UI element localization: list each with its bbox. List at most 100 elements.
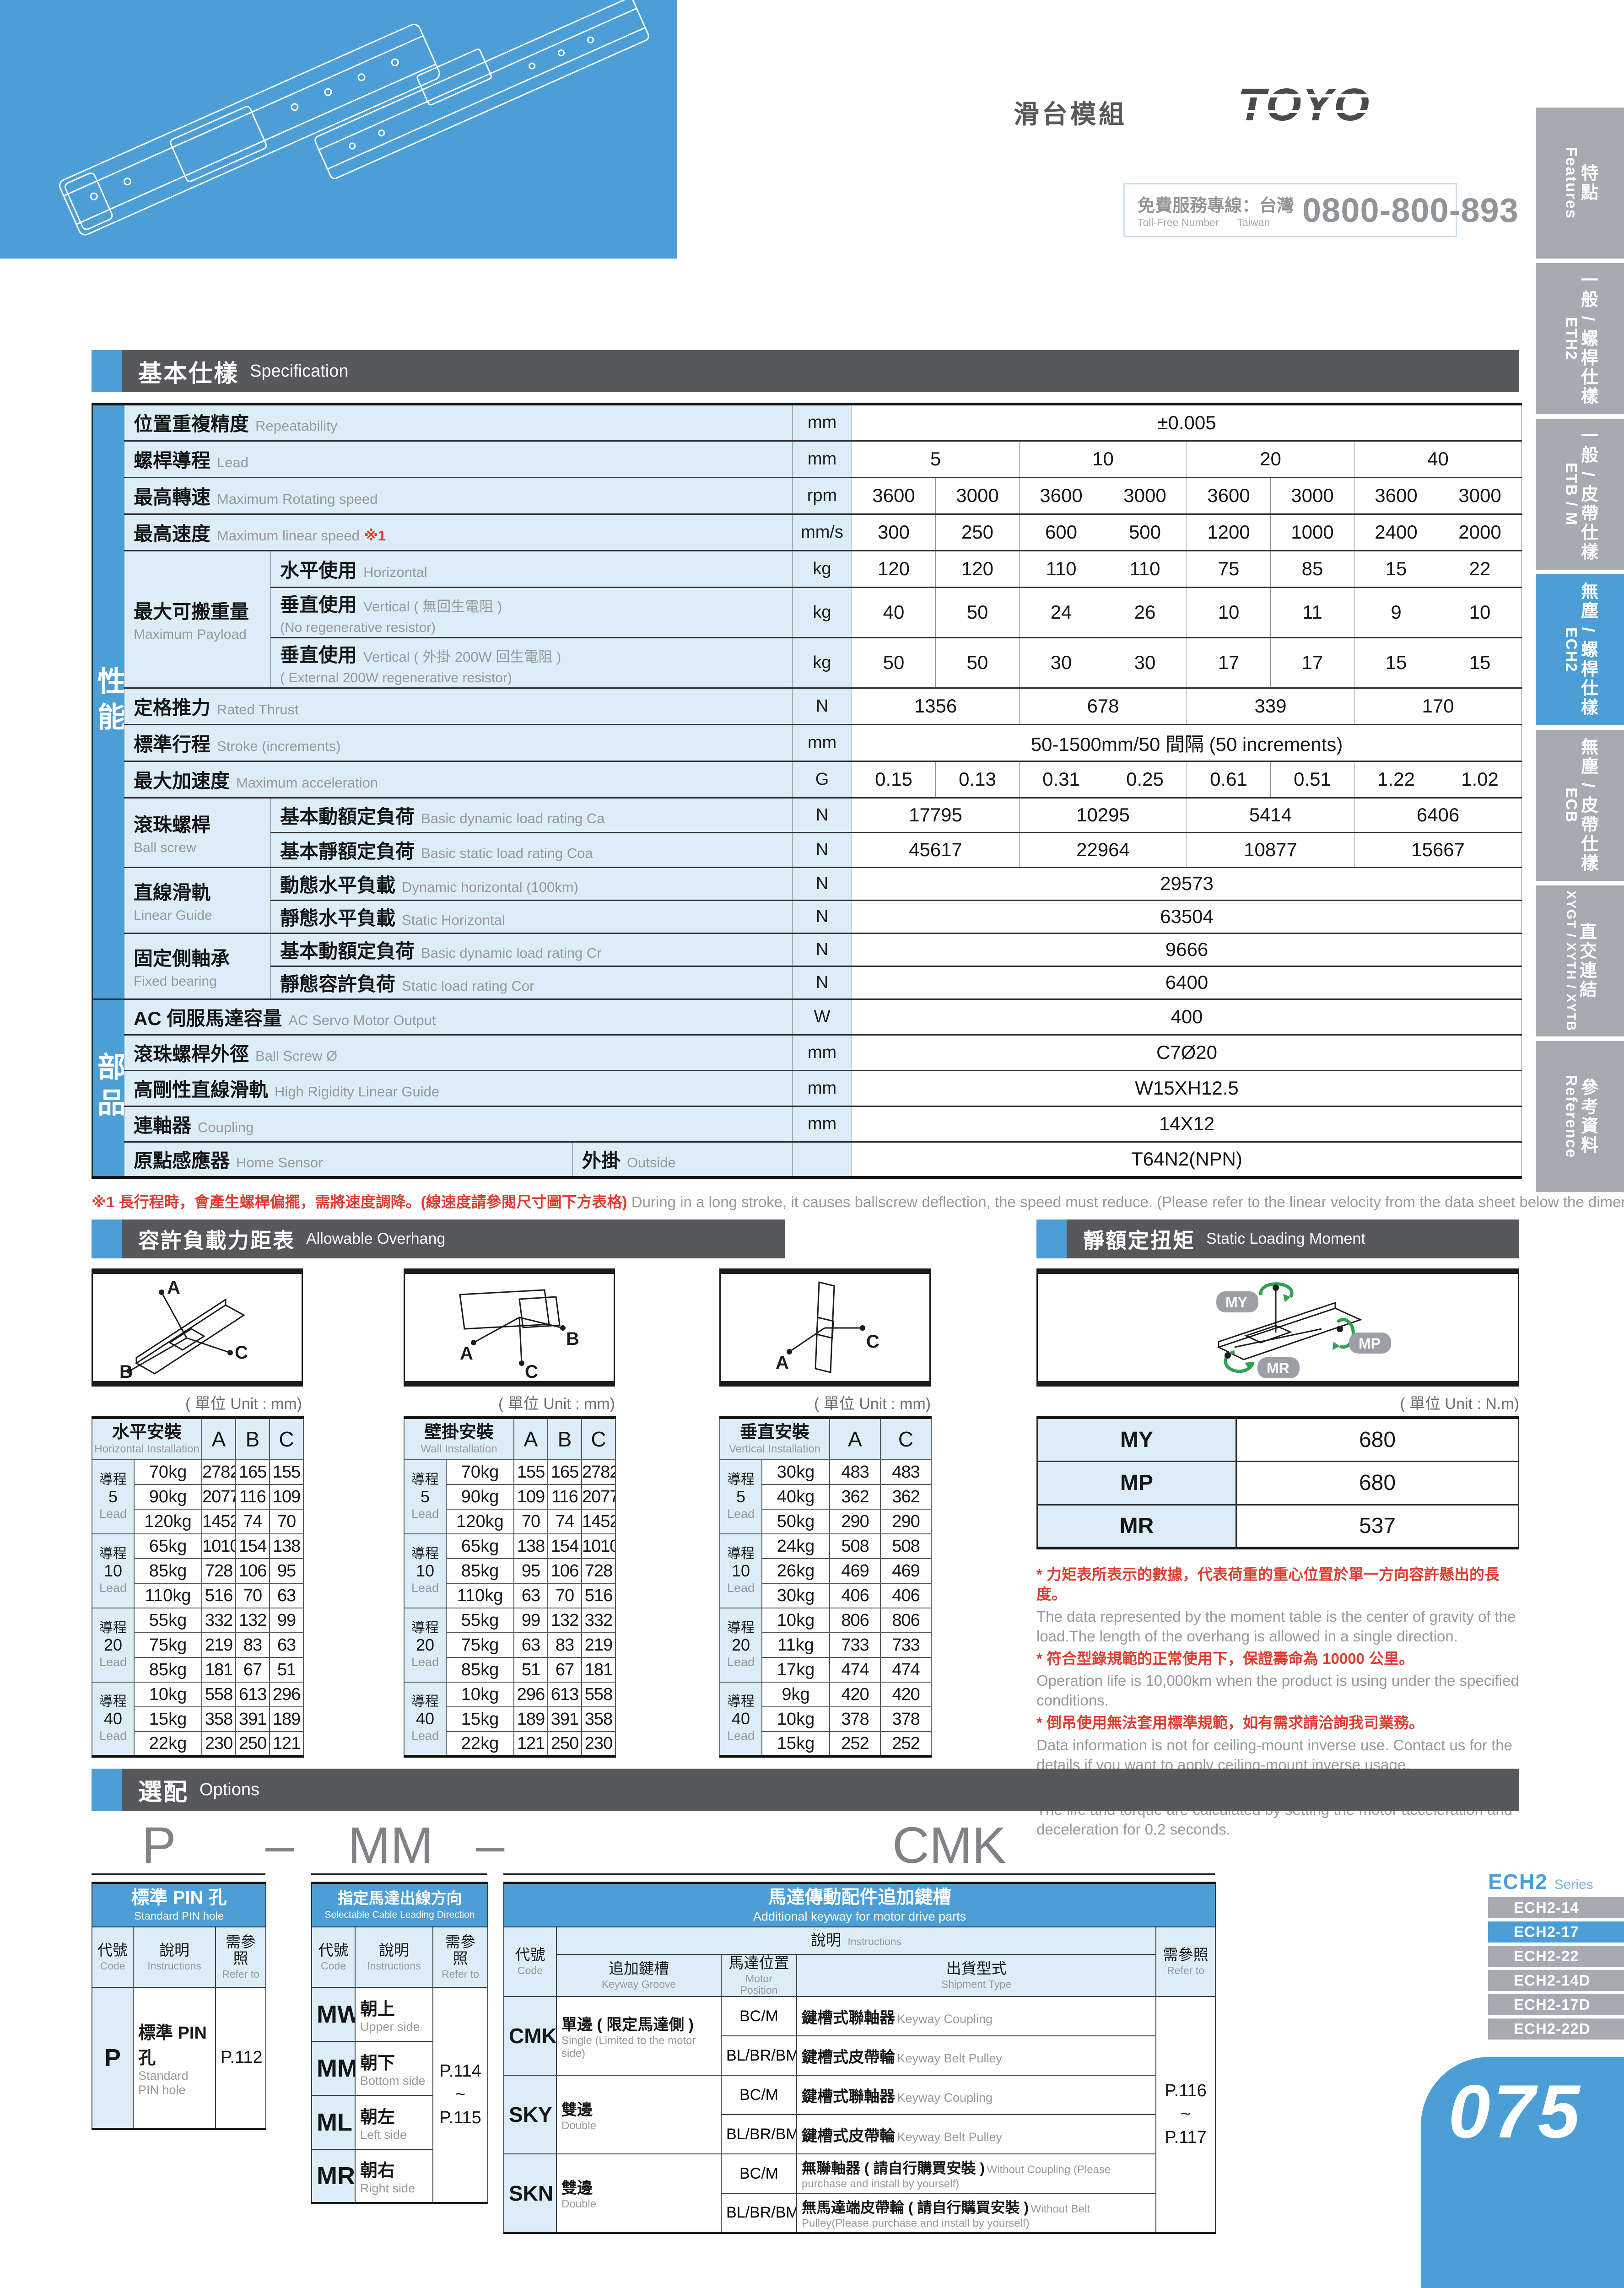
val-a: 362	[829, 1484, 881, 1510]
label-en: Home Sensor	[236, 1154, 323, 1171]
load-cell: 30kg	[761, 1459, 831, 1485]
refer-tilde: ~	[1180, 2104, 1191, 2124]
sidebar-tab-features[interactable]: 特點 Features	[1536, 108, 1624, 259]
series-item-ech2-22[interactable]: ECH2-22	[1488, 1946, 1624, 1967]
sidebar-tab-eth2[interactable]: 一般 / 螺桿仕樣 ETH2	[1536, 263, 1624, 414]
value-cell: 1.02	[1437, 760, 1522, 798]
val-c: 290	[880, 1509, 932, 1534]
moment-label-mr: MR	[1267, 1360, 1289, 1376]
overhang-row: 導程 10 Lead 65kg 138 154 1010	[404, 1533, 616, 1608]
sidebar-tab-ecb[interactable]: 無塵 / 皮帶仕樣 ECB	[1536, 730, 1624, 881]
val-c: 358	[581, 1706, 616, 1732]
col-code: 代號 Code	[92, 1926, 134, 1988]
option-dash: –	[265, 1817, 294, 1874]
unit-caption-mm: ( 單位 Unit : mm)	[185, 1395, 302, 1413]
lead-num: 10	[103, 1561, 123, 1580]
value-cell: 29573	[851, 866, 1522, 901]
ship-en: Without Coupling (Please purchase and in…	[802, 2164, 1111, 2191]
val-c: 806	[880, 1608, 932, 1633]
option-row: MR 朝右 Right side	[311, 2148, 488, 2204]
instr-en: Upper side	[360, 2019, 420, 2034]
ship-en: Keyway Coupling	[897, 2090, 993, 2105]
tab-label-zh: 一般 / 皮帶仕樣	[1578, 426, 1597, 562]
instr-zh: 標準 PIN 孔	[138, 2023, 207, 2068]
lead-num: 40	[731, 1709, 750, 1728]
series-item-ech2-17-active[interactable]: ECH2-17	[1488, 1921, 1624, 1943]
load-cell: 75kg	[446, 1632, 514, 1658]
value-cell: 10295	[1019, 797, 1187, 833]
series-item-ech2-14d[interactable]: ECH2-14D	[1488, 1970, 1624, 1991]
value-cell: 0.25	[1103, 760, 1187, 798]
page-corner	[1421, 2057, 1624, 2288]
shipment-type: 鍵槽式聯軸器 Keyway Coupling	[796, 2075, 1156, 2115]
label-zh: 滾珠螺桿	[134, 814, 211, 836]
table-name: 水平安裝 Horizontal Installation	[91, 1417, 203, 1460]
spec-row: 滾珠螺桿外徑 Ball Screw Ø mm C7Ø20	[92, 1034, 1522, 1071]
unit-cell: N	[792, 899, 852, 934]
val-a: 138	[513, 1533, 548, 1559]
lead-num: 5	[108, 1487, 118, 1506]
load-cell: 85kg	[133, 1558, 203, 1584]
overhang-title-zh: 容許負載力距表	[138, 1228, 295, 1252]
sidebar-tab-ech2-active[interactable]: 無塵 / 螺桿仕樣 ECH2	[1536, 574, 1624, 725]
ship-zh: 無馬達端皮帶輪 ( 請自行購買安裝 )	[802, 2199, 1029, 2216]
value-cell: 1.22	[1354, 760, 1438, 798]
spec-table: 性能 位置重複精度 Repeatability mm ±0.005 螺桿導程 Lea…	[92, 403, 1522, 1179]
lead-cell: 導程 5 Lead	[719, 1459, 762, 1534]
label-en: Basic static load rating Coa	[421, 845, 593, 861]
series-item-ech2-14[interactable]: ECH2-14	[1488, 1897, 1624, 1918]
sidebar-tab-etb-m[interactable]: 一般 / 皮帶仕樣 ETB / M	[1536, 419, 1624, 570]
val-a: 1010	[201, 1533, 237, 1559]
lead-en: Lead	[411, 1655, 439, 1669]
value-cell: 250	[935, 513, 1020, 551]
ship-zh: 鍵槽式皮帶輪	[802, 2048, 895, 2066]
label-zh: 最大加速度	[134, 770, 230, 792]
cable-title: 指定馬達出線方向 Selectable Cable Leading Directi…	[311, 1882, 489, 1927]
lead-zh: 導程	[411, 1546, 439, 1562]
name-en: Horizontal Installation	[94, 1442, 200, 1455]
overhang-table-vertical: 垂直安裝 Vertical Installation A C 導程 5 Lead 30…	[719, 1416, 932, 1758]
sidebar-tab-xy[interactable]: 直交連結 XYGT / XYTH / XYTB	[1536, 885, 1624, 1036]
val-c: 378	[880, 1706, 932, 1732]
tab-label-code: Reference	[1562, 1074, 1580, 1159]
blue-chip	[92, 1220, 122, 1258]
val-c: 70	[269, 1509, 304, 1534]
series-item-ech2-22d[interactable]: ECH2-22D	[1488, 2018, 1624, 2040]
value-cell: 1200	[1187, 513, 1271, 551]
val-c: 296	[269, 1682, 304, 1707]
overhang-row: 30kg 406 406	[720, 1583, 932, 1608]
sidebar-tab-reference[interactable]: 參考資料 Reference	[1536, 1041, 1624, 1192]
value-cell: 63504	[851, 899, 1522, 934]
load-cell: 40kg	[761, 1484, 831, 1510]
table-name: 垂直安裝 Vertical Installation	[719, 1417, 831, 1460]
option-table-cable: 指定馬達出線方向 Selectable Cable Leading Directi…	[311, 1882, 489, 2204]
val-b: 165	[547, 1459, 582, 1485]
label-zh: 垂直使用	[280, 644, 357, 666]
val-c: 1452	[581, 1509, 616, 1534]
overhang-header: 壁掛安裝 Wall Installation A B C	[404, 1417, 616, 1460]
load-cell: 65kg	[446, 1533, 514, 1559]
keyway-title: 馬達傳動配件追加鍵槽 Additional keyway for motor dr…	[503, 1882, 1216, 1927]
cable-instr: 朝右 Right side	[355, 2148, 433, 2204]
val-a: 469	[829, 1558, 881, 1584]
overhang-row: 導程 10 Lead 24kg 508 508	[719, 1533, 932, 1608]
title-zh: 馬達傳動配件追加鍵槽	[768, 1887, 951, 1907]
label-zh: 固定側軸承	[134, 947, 230, 969]
series-item-ech2-17d[interactable]: ECH2-17D	[1488, 1994, 1624, 2015]
moment-my-value: 680	[1236, 1417, 1519, 1462]
spec-sublabel: 靜態水平負載 Static Horizontal	[270, 899, 793, 934]
spec-row: 性能 位置重複精度 Repeatability mm ±0.005	[92, 403, 1522, 999]
label-en: Maximum Payload	[134, 626, 247, 642]
lead-num: 20	[731, 1635, 750, 1654]
lead-en: Lead	[411, 1729, 439, 1743]
option-code-p: P	[142, 1817, 176, 1874]
val-a: 181	[201, 1657, 237, 1683]
spec-row: 固定側軸承 Fixed bearing 基本動額定負荷 Basic dynamic …	[92, 932, 1522, 999]
val-a: 1452	[201, 1509, 237, 1534]
option-title-row: 馬達傳動配件追加鍵槽 Additional keyway for motor dr…	[503, 1882, 1216, 1927]
label-en: Outside	[627, 1154, 676, 1171]
instr-en: Right side	[360, 2181, 415, 2195]
value-cell: 22964	[1019, 831, 1187, 868]
lead-en: Lead	[411, 1507, 439, 1521]
value-cell: 15	[1354, 550, 1438, 588]
